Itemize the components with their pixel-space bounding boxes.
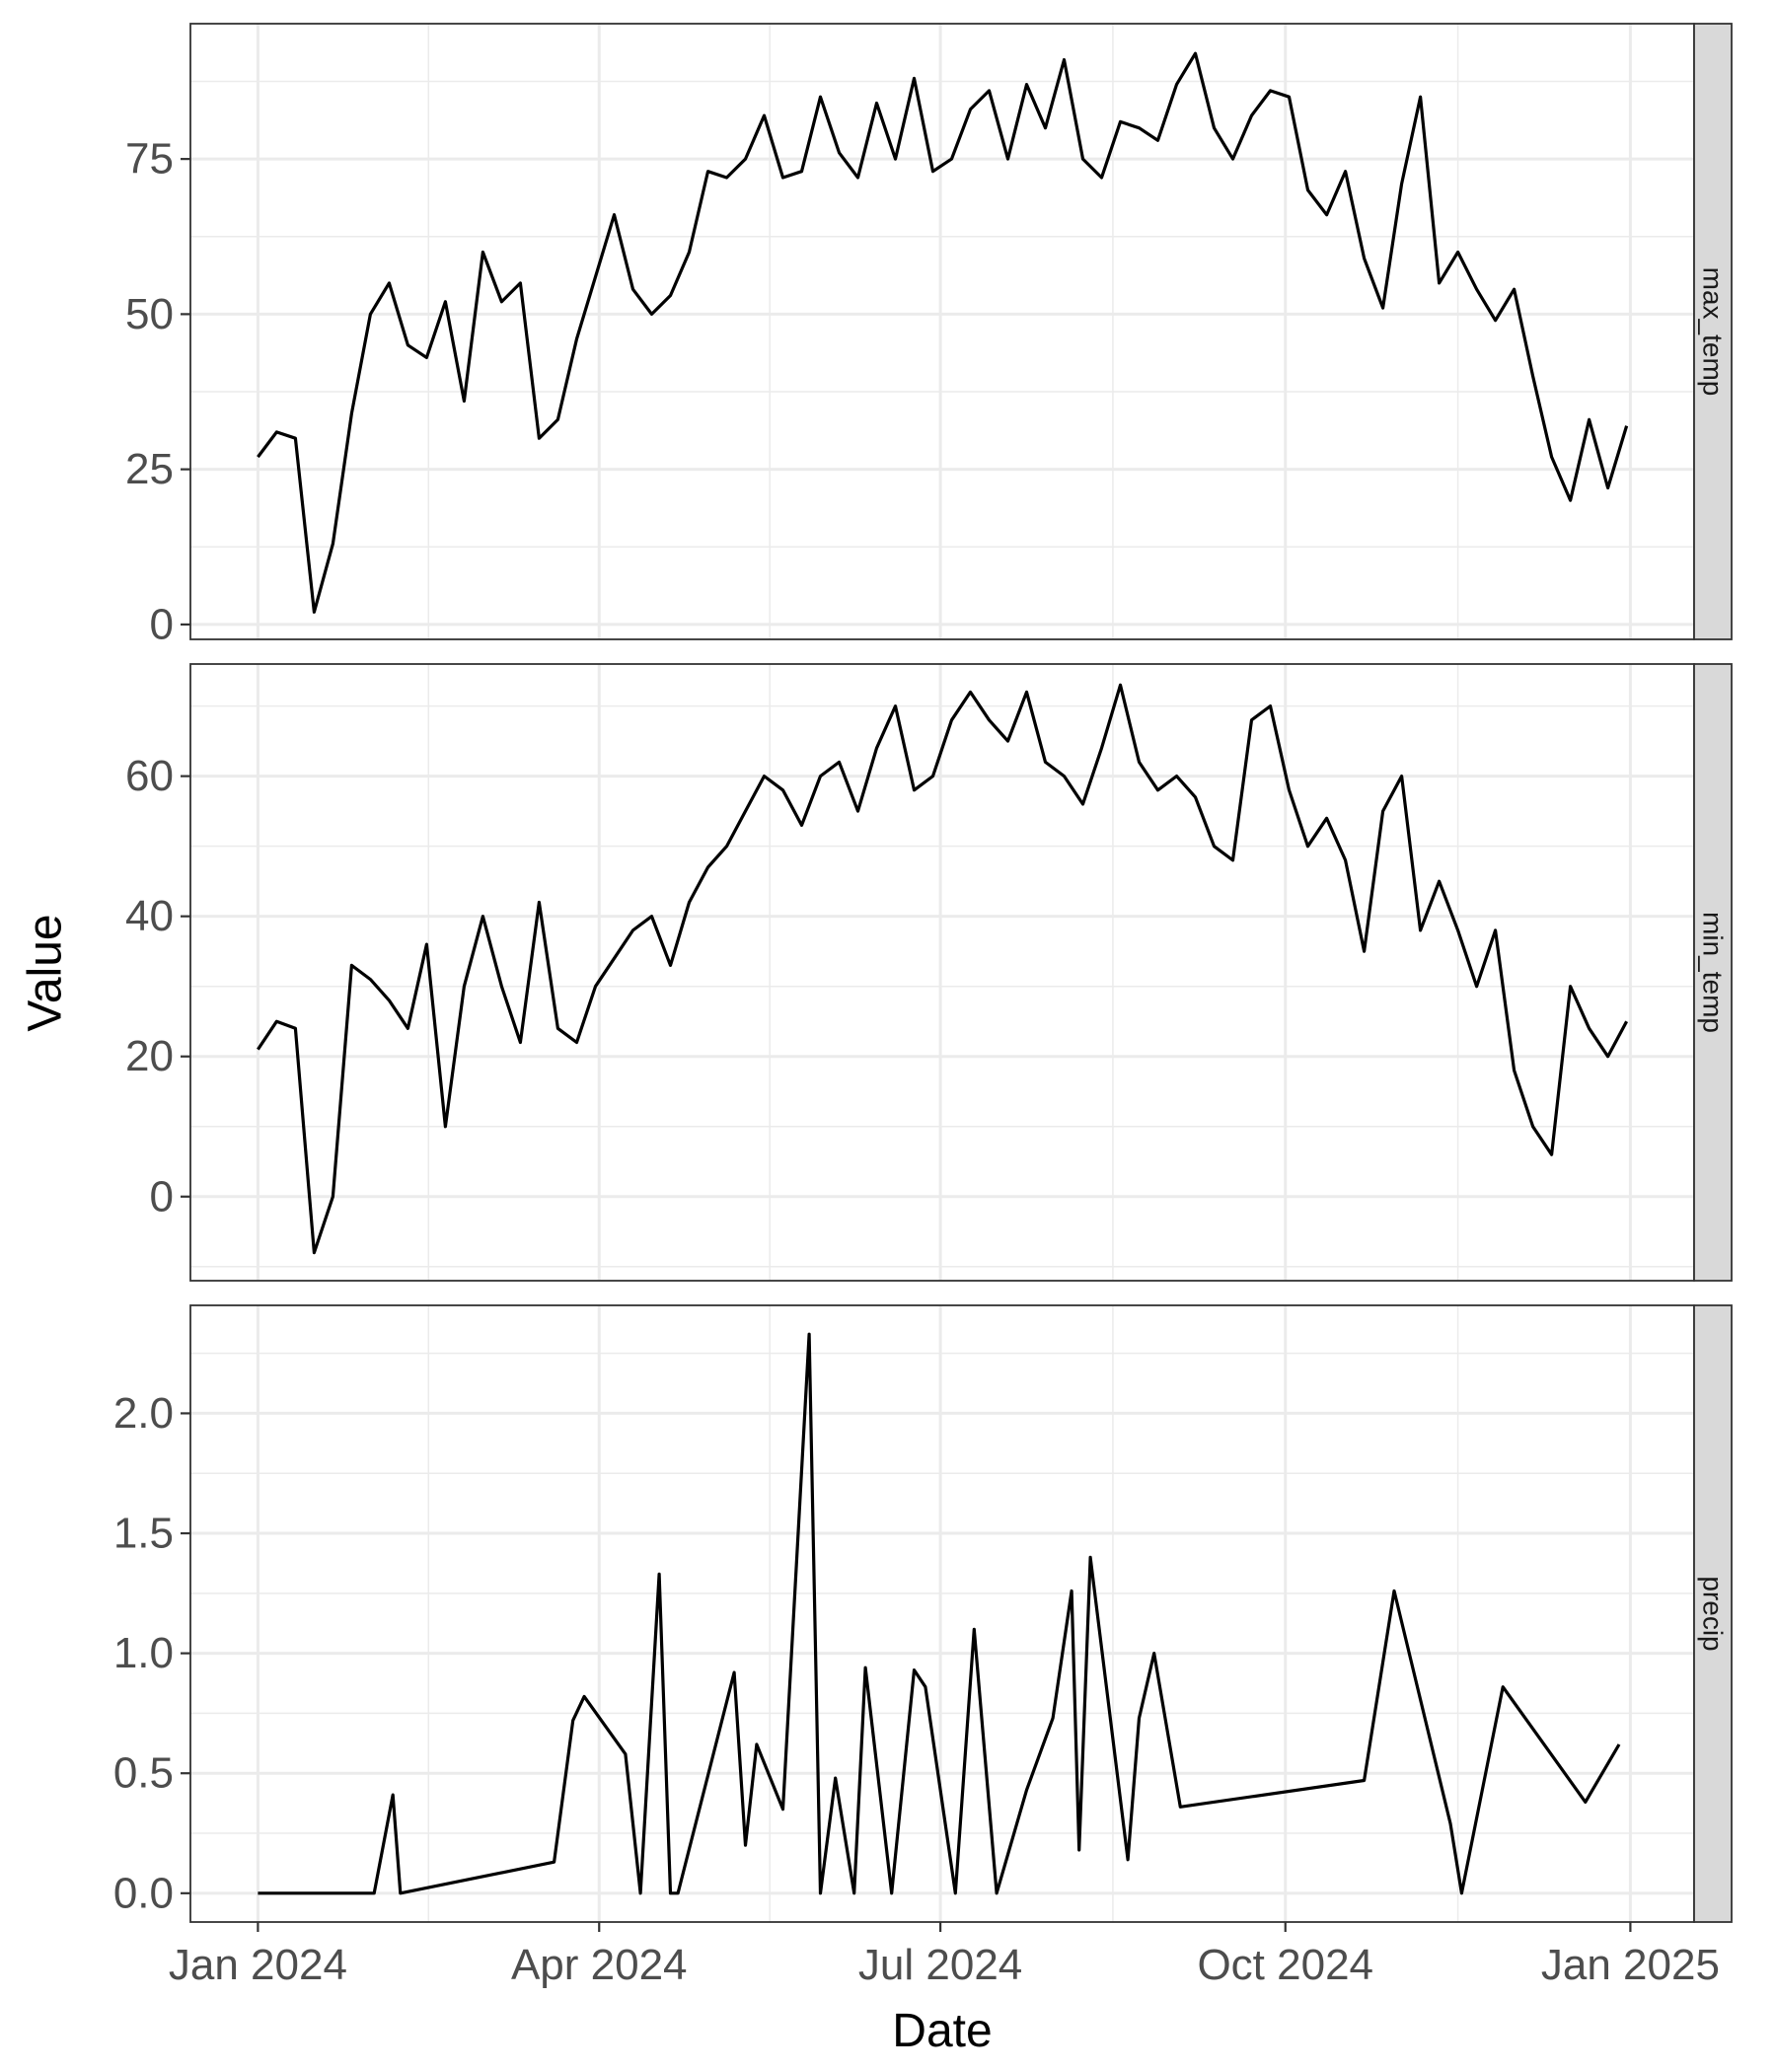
y-tick-label: 40 [125, 892, 174, 940]
y-tick-label: 50 [125, 290, 174, 338]
series-line-precip [258, 1332, 1621, 1895]
x-tick-label: Apr 2024 [511, 1941, 688, 1989]
y-tick-label: 25 [125, 445, 174, 493]
y-tick-label: 75 [125, 135, 174, 184]
panel-background [190, 24, 1694, 639]
y-tick-label: 2.0 [113, 1389, 174, 1438]
facet-strip [1693, 23, 1733, 640]
y-tick-label: 60 [125, 752, 174, 800]
panel-precip: 0.0 0.5 1.0 1.5 2.0 precip [113, 1304, 1733, 1923]
y-tick-label: 0.5 [113, 1749, 174, 1798]
panel-grid [190, 1305, 1694, 1922]
y-tick-label: 0 [150, 600, 174, 648]
x-tick-label: Oct 2024 [1197, 1941, 1373, 1989]
y-tick-label: 20 [125, 1032, 174, 1080]
series-line-max-temp [257, 51, 1629, 614]
facet-strip-label: max_temp [1698, 267, 1729, 397]
panel-grid [190, 24, 1694, 639]
facet-strip [1693, 663, 1733, 1282]
facet-strip-label: precip [1698, 1576, 1729, 1651]
x-tick-label: Jul 2024 [858, 1941, 1022, 1989]
panel-background [190, 1305, 1694, 1922]
y-tick-label: 1.0 [113, 1629, 174, 1677]
x-axis: Jan 2024 Apr 2024 Jul 2024 Oct 2024 Jan 2025 [169, 1922, 1720, 1989]
panels-layer: 0 25 50 75 max_temp 0 20 40 60 min_temp 0.0 0.5 1.0 1… [113, 23, 1733, 1923]
facet-strip [1693, 1304, 1733, 1923]
x-tick-label: Jan 2025 [1541, 1941, 1720, 1989]
y-tick-label: 1.5 [113, 1510, 174, 1558]
facet-strip-label: min_temp [1698, 912, 1729, 1033]
y-tick-label: 0 [150, 1172, 174, 1221]
x-tick-label: Jan 2024 [169, 1941, 347, 1989]
y-axis-title: Value [20, 914, 72, 1031]
series-line-min-temp [257, 683, 1629, 1255]
panel-max-temp: 0 25 50 75 max_temp [125, 23, 1733, 648]
y-tick-label: 0.0 [113, 1869, 174, 1917]
panel-background [190, 664, 1694, 1281]
panel-min-temp: 0 20 40 60 min_temp [125, 663, 1733, 1282]
x-axis-title: Date [892, 2005, 992, 2057]
